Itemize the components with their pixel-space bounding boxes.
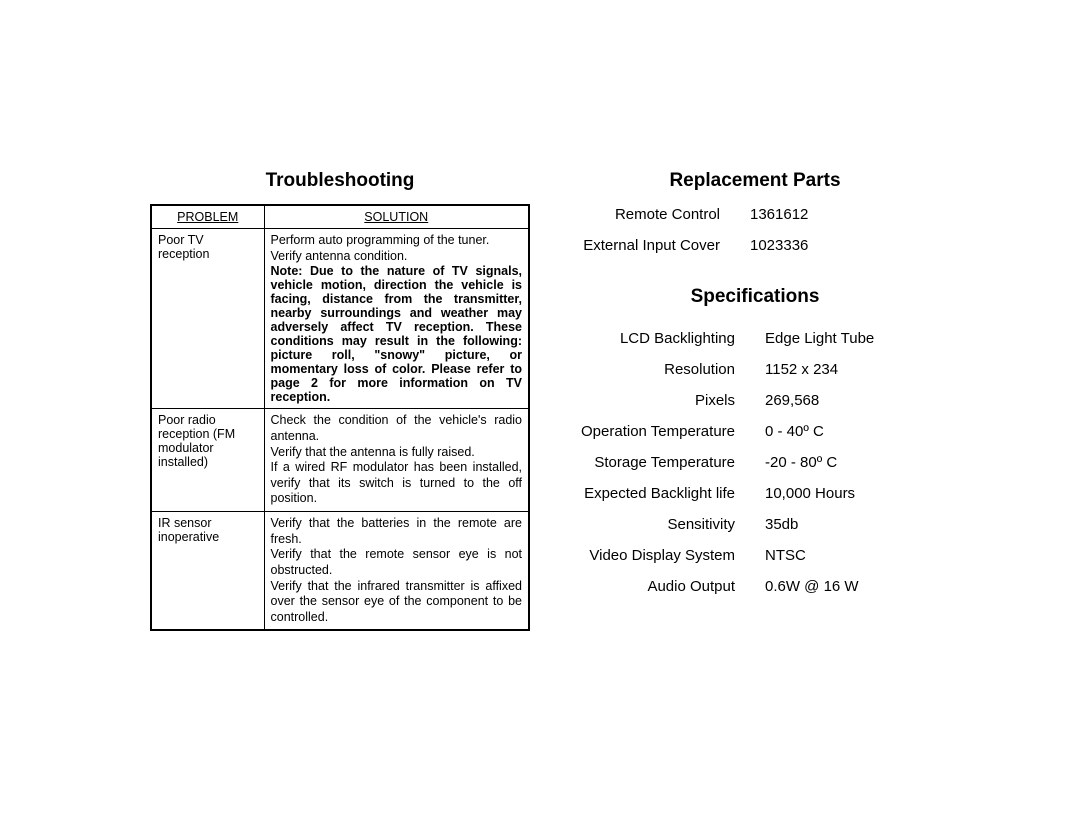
parts-value: 1361612 bbox=[750, 204, 940, 225]
spec-label: Audio Output bbox=[570, 576, 765, 597]
problem-cell: IR sensor inoperative bbox=[151, 512, 264, 631]
solution-text: Verify that the antenna is fully raised. bbox=[271, 445, 523, 461]
spec-row: Expected Backlight life 10,000 Hours bbox=[570, 483, 940, 504]
table-row: Poor radio reception (FM modulator insta… bbox=[151, 409, 529, 512]
spec-row: Video Display System NTSC bbox=[570, 545, 940, 566]
solution-cell: Check the condition of the vehicle's rad… bbox=[264, 409, 529, 512]
solution-cell: Perform auto programming of the tuner. V… bbox=[264, 229, 529, 409]
parts-row: Remote Control 1361612 bbox=[570, 204, 940, 225]
solution-text: Verify antenna condition. bbox=[271, 249, 523, 265]
spec-value: 269,568 bbox=[765, 390, 940, 411]
header-problem: PROBLEM bbox=[151, 205, 264, 229]
spec-label: Operation Temperature bbox=[570, 421, 765, 442]
spec-value: 1152 x 234 bbox=[765, 359, 940, 380]
solution-text: Verify that the batteries in the remote … bbox=[271, 516, 523, 547]
spec-row: Audio Output 0.6W @ 16 W bbox=[570, 576, 940, 597]
spec-value: -20 - 80º C bbox=[765, 452, 940, 473]
spec-row: Sensitivity 35db bbox=[570, 514, 940, 535]
problem-cell: Poor TV reception bbox=[151, 229, 264, 409]
solution-text: Check the condition of the vehicle's rad… bbox=[271, 413, 523, 444]
right-column: Replacement Parts Remote Control 1361612… bbox=[570, 170, 940, 631]
spec-value: 0 - 40º C bbox=[765, 421, 940, 442]
spec-label: Video Display System bbox=[570, 545, 765, 566]
spec-label: Storage Temperature bbox=[570, 452, 765, 473]
replacement-parts-list: Remote Control 1361612 External Input Co… bbox=[570, 204, 940, 256]
specifications-list: LCD Backlighting Edge Light Tube Resolut… bbox=[570, 328, 940, 597]
solution-text: Verify that the infrared transmitter is … bbox=[271, 579, 523, 626]
spec-label: Sensitivity bbox=[570, 514, 765, 535]
spec-row: Pixels 269,568 bbox=[570, 390, 940, 411]
troubleshooting-title: Troubleshooting bbox=[150, 170, 530, 192]
spec-label: Resolution bbox=[570, 359, 765, 380]
header-solution: SOLUTION bbox=[264, 205, 529, 229]
spec-value: 0.6W @ 16 W bbox=[765, 576, 940, 597]
solution-cell: Verify that the batteries in the remote … bbox=[264, 512, 529, 631]
spec-label: Expected Backlight life bbox=[570, 483, 765, 504]
spec-row: Storage Temperature -20 - 80º C bbox=[570, 452, 940, 473]
table-row: Poor TV reception Perform auto programmi… bbox=[151, 229, 529, 409]
spec-value: 35db bbox=[765, 514, 940, 535]
table-header-row: PROBLEM SOLUTION bbox=[151, 205, 529, 229]
solution-text: If a wired RF modulator has been install… bbox=[271, 460, 523, 507]
table-row: IR sensor inoperative Verify that the ba… bbox=[151, 512, 529, 631]
problem-cell: Poor radio reception (FM modulator insta… bbox=[151, 409, 264, 512]
troubleshooting-table: PROBLEM SOLUTION Poor TV reception Perfo… bbox=[150, 204, 530, 631]
solution-text: Verify that the remote sensor eye is not… bbox=[271, 547, 523, 578]
spec-value: 10,000 Hours bbox=[765, 483, 940, 504]
specifications-section: Specifications LCD Backlighting Edge Lig… bbox=[570, 286, 940, 597]
parts-row: External Input Cover 1023336 bbox=[570, 235, 940, 256]
spec-value: NTSC bbox=[765, 545, 940, 566]
left-column: Troubleshooting PROBLEM SOLUTION Poor TV… bbox=[150, 170, 530, 631]
specifications-title: Specifications bbox=[570, 286, 940, 308]
spec-label: LCD Backlighting bbox=[570, 328, 765, 349]
spec-row: Resolution 1152 x 234 bbox=[570, 359, 940, 380]
parts-label: External Input Cover bbox=[570, 235, 750, 256]
replacement-parts-title: Replacement Parts bbox=[570, 170, 940, 192]
spec-row: LCD Backlighting Edge Light Tube bbox=[570, 328, 940, 349]
solution-text: Perform auto programming of the tuner. bbox=[271, 233, 523, 249]
spec-row: Operation Temperature 0 - 40º C bbox=[570, 421, 940, 442]
page-content: Troubleshooting PROBLEM SOLUTION Poor TV… bbox=[150, 170, 940, 631]
solution-note: Note: Due to the nature of TV signals, v… bbox=[271, 264, 523, 404]
parts-value: 1023336 bbox=[750, 235, 940, 256]
spec-value: Edge Light Tube bbox=[765, 328, 940, 349]
parts-label: Remote Control bbox=[570, 204, 750, 225]
spec-label: Pixels bbox=[570, 390, 765, 411]
